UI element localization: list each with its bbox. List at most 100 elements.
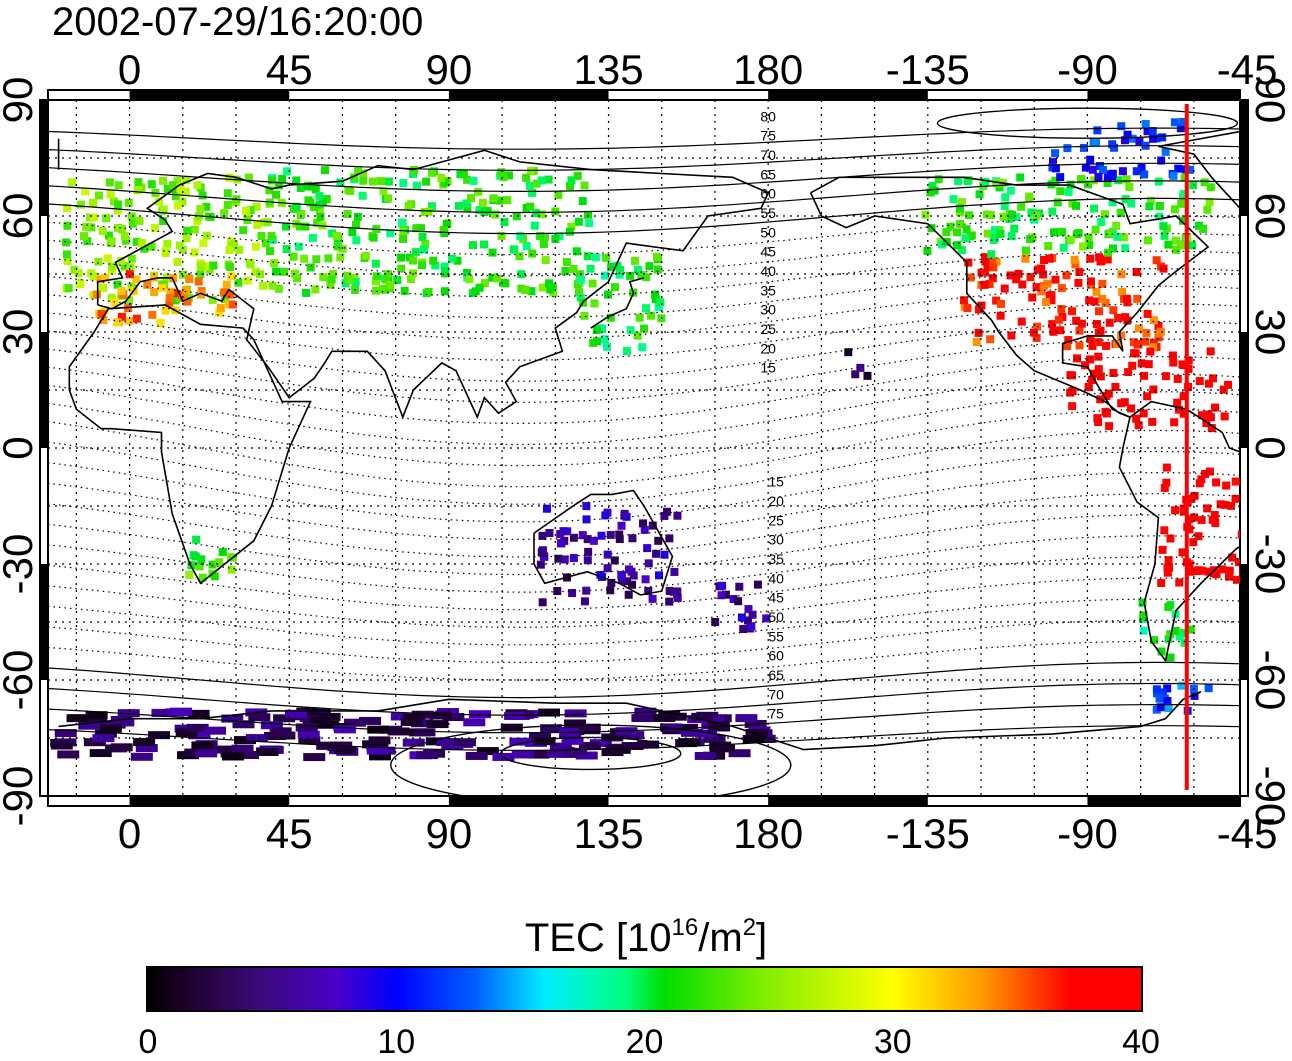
tec-point [592,326,601,335]
tec-point [1261,510,1269,518]
tec-point [113,206,122,215]
tec-point [1143,236,1152,245]
tec-point [110,743,133,752]
tec-point [173,177,182,186]
tec-point [583,556,592,565]
contour-line [48,233,1240,277]
tec-point [610,283,619,292]
tec-point [1058,227,1067,236]
tec-point [569,264,578,273]
tec-point [265,186,274,195]
tec-point [633,331,642,340]
tec-point [641,575,650,584]
tec-point [992,179,1001,188]
tec-point [191,741,214,750]
tec-point [1156,703,1165,712]
tec-point [503,196,512,205]
tec-point [102,214,111,223]
tec-point [327,275,336,284]
tec-point [527,750,550,759]
tec-point [624,565,633,574]
tec-point [233,736,256,745]
tec-point [590,299,599,308]
tec-point [718,581,727,590]
tec-point [1194,221,1203,230]
contour-label: 60 [768,648,784,664]
tec-point [196,204,205,213]
tec-point [504,711,527,720]
axis-block [448,90,609,100]
tec-point [234,278,243,287]
contour-line [48,704,1240,734]
tec-point [575,270,584,279]
tec-point [1177,199,1186,208]
tec-point [1144,360,1153,369]
tec-point [1094,418,1103,427]
tec-point [1075,326,1084,335]
tec-point [197,290,206,299]
tec-point [270,259,279,268]
tec-point [1157,578,1166,587]
tec-point [1114,313,1123,322]
tec-point [1179,216,1188,225]
tec-point [202,231,211,240]
tec-point [89,198,98,207]
tec-point [306,198,315,207]
tec-point [398,218,407,227]
tec-point [1037,287,1046,296]
tec-point [638,343,647,352]
tec-point [544,175,553,184]
tec-point [106,190,115,199]
tec-point [181,286,190,295]
contour-line [48,391,1240,467]
tec-point [215,308,224,317]
tec-point [159,205,168,214]
tec-point [1162,478,1171,487]
tec-point [1096,326,1105,335]
tec-point [1257,502,1265,510]
tec-point [953,228,962,237]
tec-point [416,224,425,233]
tec-point [748,610,757,619]
tec-point [617,571,626,580]
tick-label: 0 [0,436,41,459]
tec-point [695,729,718,738]
tick-label: -90 [1057,46,1118,93]
tec-point [643,544,652,553]
tec-point [1079,143,1088,152]
tec-point [851,370,860,379]
tec-point [651,290,660,299]
tec-point [652,252,661,261]
tec-point [1140,170,1149,179]
tec-point [569,554,578,563]
tec-point [203,726,226,735]
tec-point [1148,127,1157,136]
lat-ticks-right: 90 60 30 0 -30 -60 -90 [1247,77,1292,827]
tec-point [393,276,402,285]
contour-line [48,180,1240,214]
tec-point [246,206,255,215]
tec-point [583,535,592,544]
tec-point [1176,241,1185,250]
tec-point [124,296,133,305]
tec-point [474,187,483,196]
tec-point [527,287,536,296]
tec-point [642,273,651,282]
tec-point [1064,188,1073,197]
contour-label: 45 [768,590,784,606]
tec-point [582,586,591,595]
tec-point [210,572,219,581]
tec-point [610,556,619,565]
tec-point [409,256,418,265]
tec-point [170,289,179,298]
tec-point [525,181,534,190]
tec-point [637,271,646,280]
axis-block [1087,796,1240,806]
tec-point [97,310,106,319]
tec-point [540,233,549,242]
tec-point [986,335,995,344]
tec-point [642,304,651,313]
tick-label: 90 [1247,77,1292,124]
tec-point [1118,287,1127,296]
tec-point [361,251,370,260]
